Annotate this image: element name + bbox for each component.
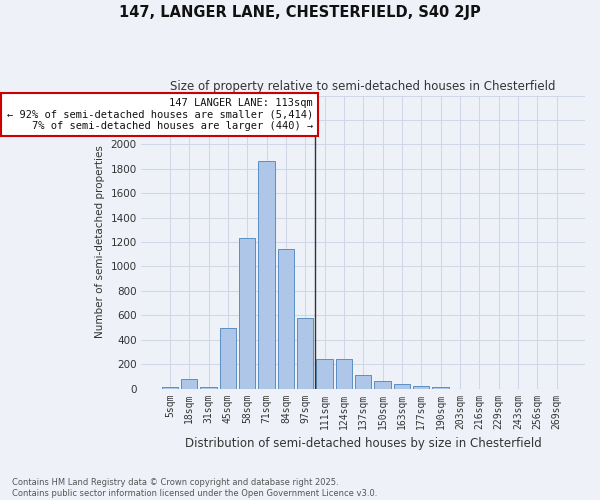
Bar xyxy=(181,380,197,388)
X-axis label: Distribution of semi-detached houses by size in Chesterfield: Distribution of semi-detached houses by … xyxy=(185,437,542,450)
Bar xyxy=(239,238,256,388)
Bar xyxy=(394,384,410,388)
Bar xyxy=(335,360,352,388)
Bar xyxy=(374,381,391,388)
Bar xyxy=(278,250,294,388)
Bar xyxy=(259,162,275,388)
Text: 147, LANGER LANE, CHESTERFIELD, S40 2JP: 147, LANGER LANE, CHESTERFIELD, S40 2JP xyxy=(119,5,481,20)
Bar xyxy=(355,375,371,388)
Bar xyxy=(413,386,430,388)
Text: Contains HM Land Registry data © Crown copyright and database right 2025.
Contai: Contains HM Land Registry data © Crown c… xyxy=(12,478,377,498)
Text: 147 LANGER LANE: 113sqm
← 92% of semi-detached houses are smaller (5,414)
7% of : 147 LANGER LANE: 113sqm ← 92% of semi-de… xyxy=(7,98,313,131)
Bar xyxy=(220,328,236,388)
Bar xyxy=(297,318,313,388)
Y-axis label: Number of semi-detached properties: Number of semi-detached properties xyxy=(95,146,105,338)
Bar xyxy=(161,386,178,388)
Bar xyxy=(316,360,333,388)
Title: Size of property relative to semi-detached houses in Chesterfield: Size of property relative to semi-detach… xyxy=(170,80,556,93)
